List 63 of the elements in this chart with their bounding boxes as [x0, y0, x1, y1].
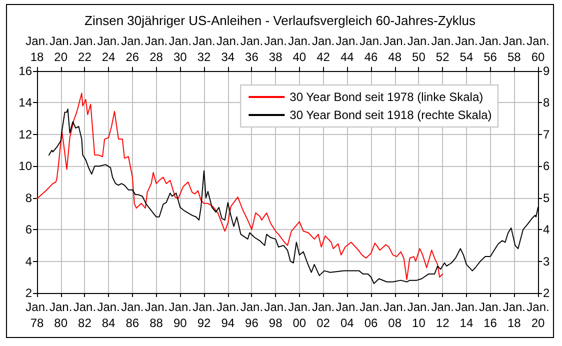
- x-tick-label: Jan. 06: [360, 300, 382, 330]
- y-tick-label: 12: [18, 127, 32, 142]
- x2-tick-label: Jan. 26: [121, 34, 144, 64]
- y-tick-label: 4: [25, 254, 32, 268]
- x-tick-label: Jan. 92: [192, 300, 216, 330]
- x-tick-label: Jan. 80: [50, 300, 72, 330]
- x2-tick-label: Jan. 42: [312, 34, 335, 64]
- y-tick-label: 16: [18, 64, 32, 78]
- y2-tick-label: 9: [543, 64, 550, 78]
- x2-tick-label: Jan. 30: [168, 34, 192, 64]
- x-tick-label: Jan. 88: [144, 300, 168, 330]
- x2-tick-label: Jan. 18: [26, 34, 48, 64]
- x2-tick-label: Jan. 50: [407, 34, 430, 64]
- x2-tick-label: Jan. 60: [526, 34, 550, 64]
- x-tick-label: Jan. 90: [168, 300, 192, 330]
- x-tick-label: Jan. 18: [502, 300, 526, 330]
- y2-tick-label: 5: [543, 190, 550, 205]
- legend-label: 30 Year Bond seit 1978 (linke Skala): [290, 90, 484, 104]
- chart-title: Zinsen 30jähriger US-Anleihen - Verlaufsvergleich 60-Jahres-Zyklus: [84, 13, 476, 28]
- x2-tick-label: Jan. 58: [502, 34, 526, 64]
- x-tick-label: Jan. 96: [240, 300, 264, 330]
- x2-tick-label: Jan. 40: [288, 34, 311, 64]
- x2-tick-label: Jan. 22: [73, 34, 96, 64]
- x-tick-label: Jan. 04: [336, 300, 358, 330]
- x-tick-label: Jan. 78: [26, 300, 48, 330]
- y-tick-label: 2: [25, 286, 32, 300]
- x-tick-label: Jan. 16: [478, 300, 502, 330]
- x2-tick-label: Jan. 34: [216, 34, 240, 64]
- y-tick-label: 10: [18, 159, 32, 174]
- y2-tick-label: 8: [543, 96, 550, 110]
- x-tick-label: Jan. 12: [431, 300, 454, 330]
- y2-tick-label: 3: [543, 254, 550, 268]
- x2-tick-label: Jan. 46: [360, 34, 382, 64]
- x2-tick-label: Jan. 36: [240, 34, 264, 64]
- x2-tick-label: Jan. 54: [455, 34, 478, 64]
- x2-tick-label: Jan. 38: [264, 34, 287, 64]
- x-tick-label: Jan. 14: [455, 300, 478, 330]
- x2-tick-label: Jan. 28: [144, 34, 168, 64]
- y2-tick-label: 6: [543, 159, 550, 174]
- y2-tick-label: 7: [543, 127, 550, 142]
- x2-tick-label: Jan. 32: [192, 34, 216, 64]
- x-tick-label: Jan. 02: [312, 300, 335, 330]
- y2-tick-label: 2: [543, 286, 550, 300]
- x-tick-label: Jan. 98: [264, 300, 287, 330]
- legend-label: 30 Year Bond seit 1918 (rechte Skala): [290, 108, 492, 122]
- y-tick-label: 8: [25, 190, 32, 205]
- x-tick-label: Jan. 10: [407, 300, 430, 330]
- x2-tick-label: Jan. 48: [384, 34, 406, 64]
- x2-tick-label: Jan. 20: [50, 34, 72, 64]
- x2-tick-label: Jan. 52: [431, 34, 454, 64]
- x2-tick-label: Jan. 44: [336, 34, 358, 64]
- x-tick-label: Jan. 84: [97, 300, 120, 330]
- x2-tick-label: Jan. 56: [478, 34, 502, 64]
- y2-tick-label: 4: [543, 222, 550, 237]
- y-tick-label: 14: [18, 96, 32, 110]
- x-tick-label: Jan. 86: [121, 300, 144, 330]
- x-tick-label: Jan. 94: [216, 300, 240, 330]
- x-tick-label: Jan. 20: [526, 300, 550, 330]
- x-tick-label: Jan. 82: [73, 300, 96, 330]
- x-tick-label: Jan. 00: [288, 300, 311, 330]
- x2-tick-label: Jan. 24: [97, 34, 120, 64]
- x-tick-label: Jan. 08: [384, 300, 406, 330]
- y-tick-label: 6: [25, 222, 32, 237]
